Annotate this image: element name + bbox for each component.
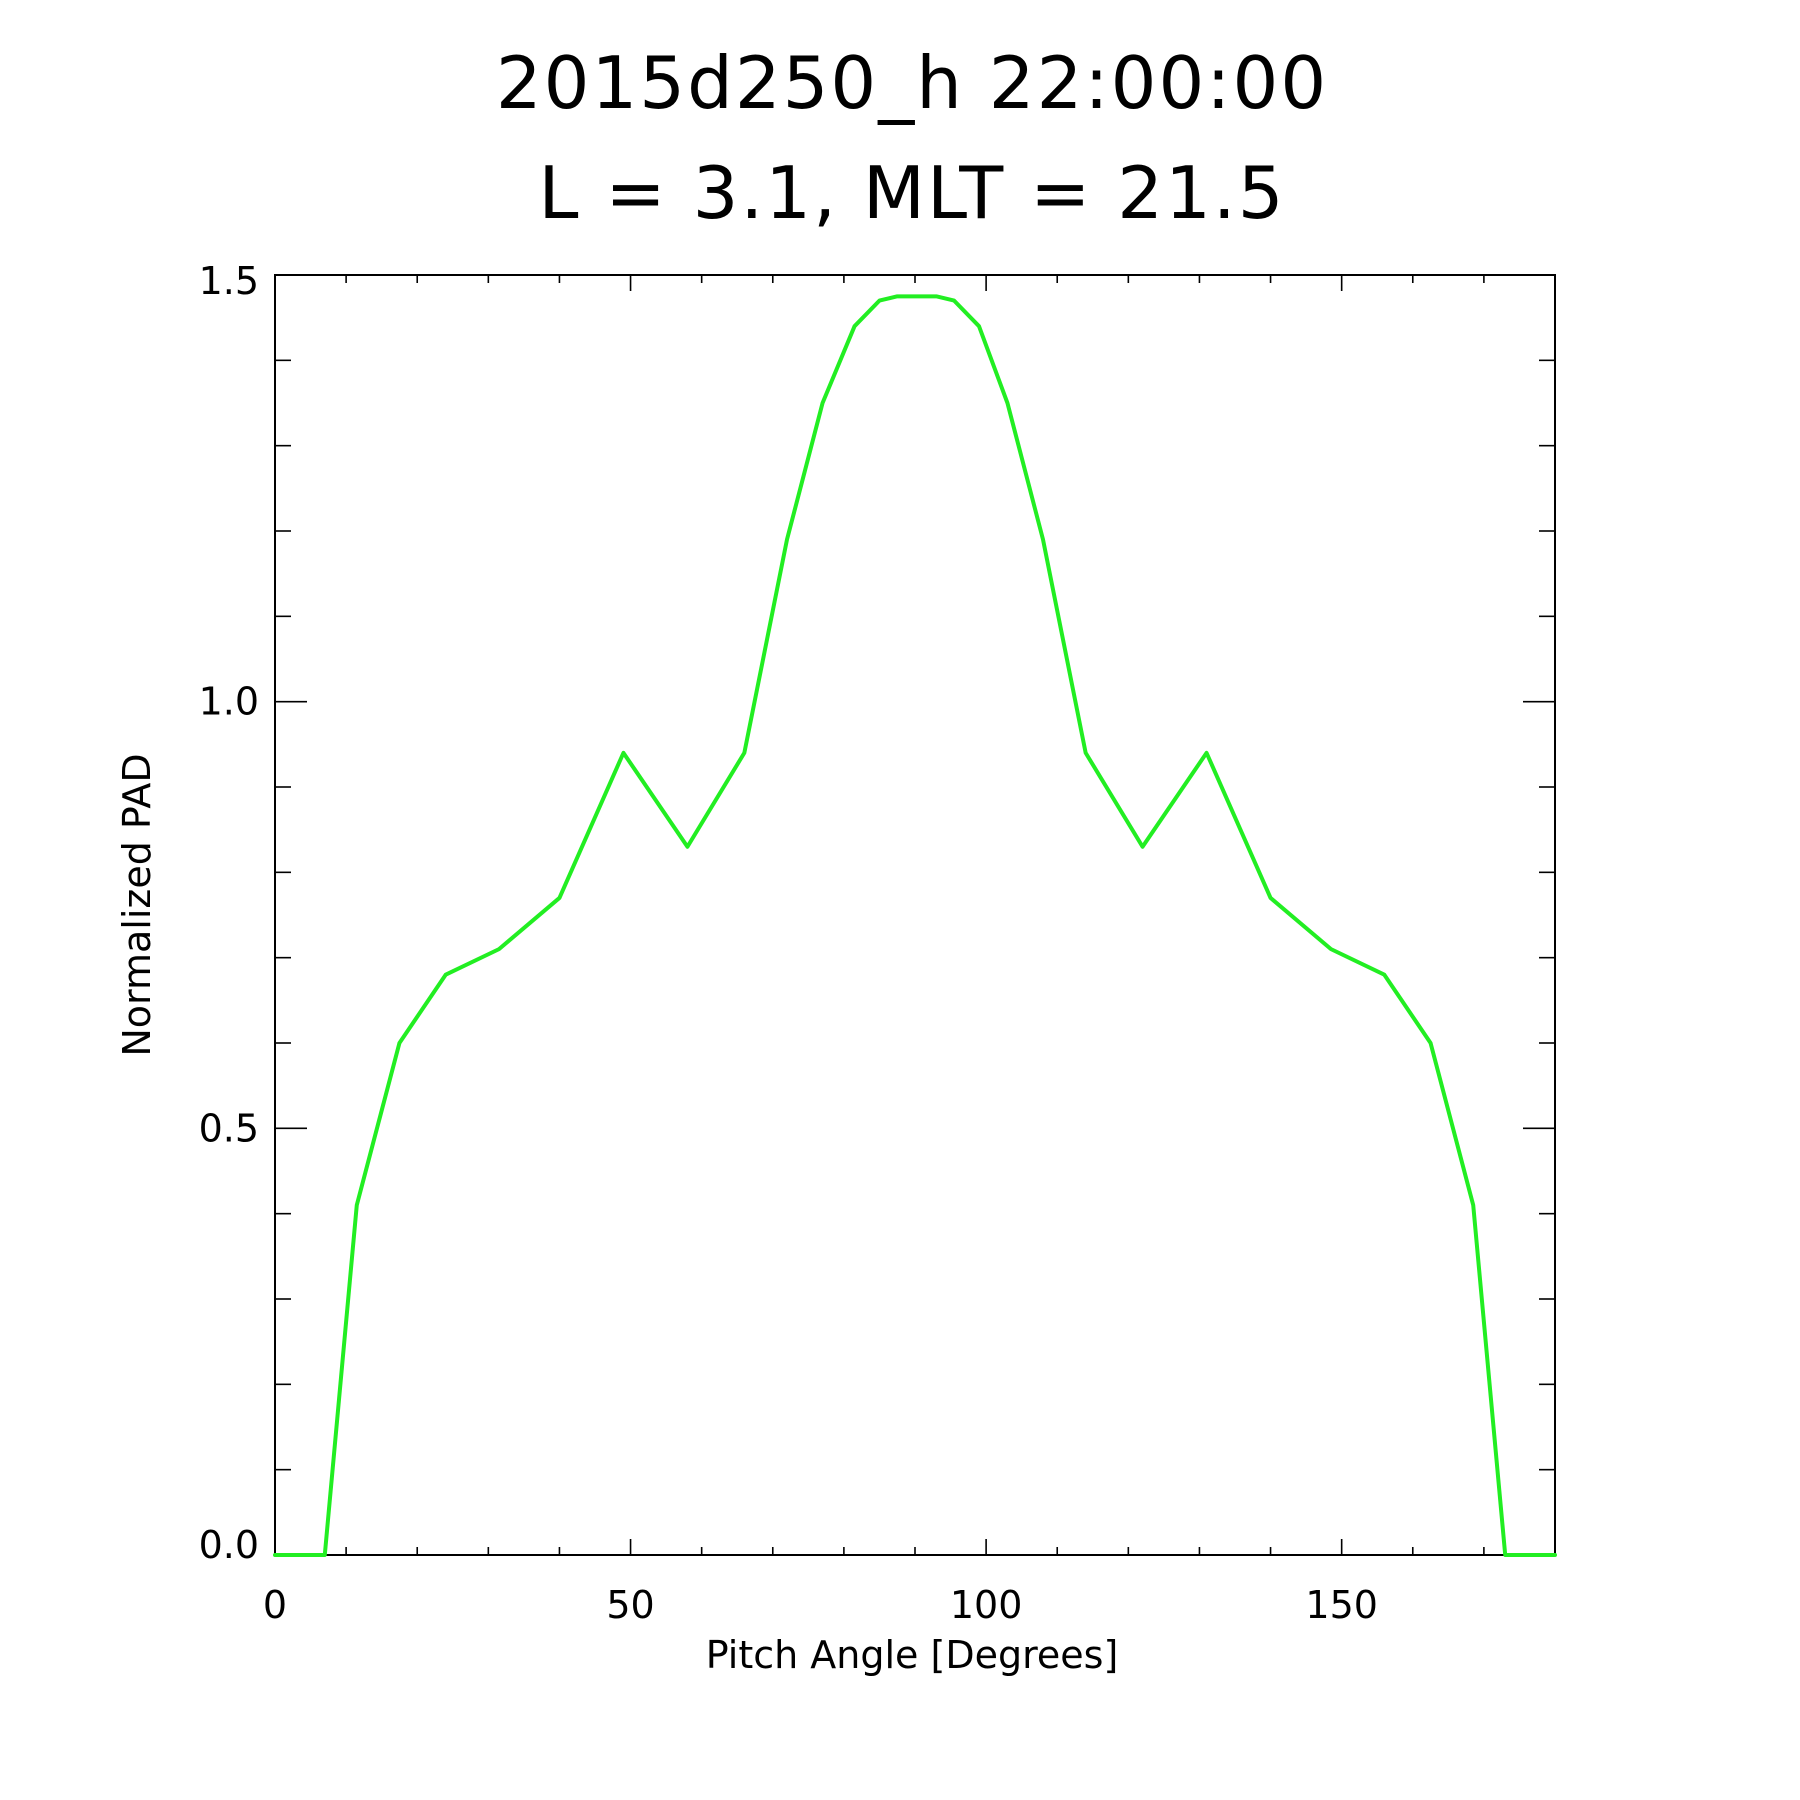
y-axis-label: Normalized PAD xyxy=(115,753,159,1056)
chart-subtitle: L = 3.1, MLT = 21.5 xyxy=(538,151,1285,235)
x-axis-label: Pitch Angle [Degrees] xyxy=(706,1633,1119,1677)
x-tick-label: 0 xyxy=(263,1583,287,1627)
series-line-0 xyxy=(273,294,1557,1557)
y-axis-label-group: Normalized PAD xyxy=(115,753,159,1056)
axis-ticks xyxy=(274,274,1556,1556)
plot-frame xyxy=(274,274,1556,1556)
y-tick-label: 1.5 xyxy=(199,259,259,303)
y-tick-label: 0.0 xyxy=(199,1523,259,1567)
y-tick-label: 1.0 xyxy=(199,680,259,724)
x-tick-label: 150 xyxy=(1305,1583,1378,1627)
y-tick-label: 0.5 xyxy=(199,1106,259,1150)
series-group xyxy=(273,294,1557,1557)
x-tick-label: 100 xyxy=(950,1583,1023,1627)
axis-tick-labels: 0 50 100 150 0.0 0.5 1.0 1.5 xyxy=(199,259,1378,1627)
chart-title: 2015d250_h 22:00:00 xyxy=(496,41,1328,125)
x-tick-label: 50 xyxy=(606,1583,654,1627)
